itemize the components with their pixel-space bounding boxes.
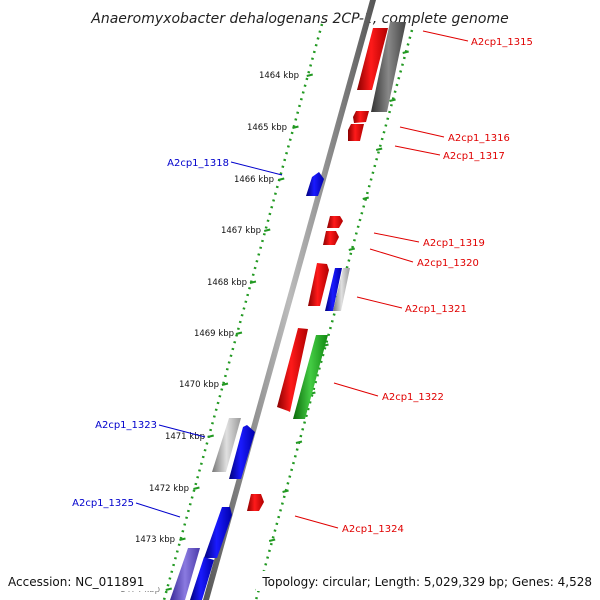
- gene-label-a2cp1-1315[interactable]: A2cp1_1315: [471, 37, 533, 48]
- tick-label: 1470 kbp: [179, 380, 219, 390]
- leader-line: [394, 145, 441, 156]
- gene-feature-a2cp1-1321[interactable]: [308, 263, 329, 306]
- gene-label-a2cp1-1318[interactable]: A2cp1_1318: [167, 158, 229, 169]
- topology-label: Topology: circular; Length: 5,029,329 bp…: [261, 575, 592, 589]
- footer-right-bg: [256, 571, 596, 591]
- tick-label: 1469 kbp: [194, 329, 234, 339]
- gene-feature-a2cp1-1324[interactable]: [247, 494, 264, 511]
- tick-label: 1467 kbp: [221, 226, 261, 236]
- scale-tick: [277, 177, 285, 181]
- gene-feature-blue-bottom[interactable]: [190, 557, 214, 600]
- gene-label-a2cp1-1323[interactable]: A2cp1_1323: [95, 420, 157, 431]
- leader-line: [356, 296, 403, 309]
- leader-line: [373, 232, 420, 243]
- gene-feature-a2cp1-1315[interactable]: [357, 28, 388, 90]
- scale-tick: [348, 247, 356, 251]
- gene-feature-purple[interactable]: [170, 548, 200, 600]
- gene-labels-left: A2cp1_1318 A2cp1_1323 A2cp1_1325: [72, 158, 283, 518]
- scale-tick: [402, 50, 409, 54]
- gene-label-a2cp1-1316[interactable]: A2cp1_1316: [448, 133, 510, 144]
- tick-label: 1472 kbp: [149, 484, 189, 494]
- gene-feature-a2cp1-1320[interactable]: [323, 231, 339, 245]
- scale-tick: [295, 440, 303, 444]
- tick-label: 1465 kbp: [247, 123, 287, 133]
- scale-tick: [306, 73, 313, 77]
- scale-tick: [207, 434, 214, 438]
- gene-label-a2cp1-1317[interactable]: A2cp1_1317: [443, 151, 505, 162]
- gene-feature-pseudo-1[interactable]: [371, 22, 406, 112]
- scale-tick: [282, 489, 289, 493]
- map-title: Anaeromyxobacter dehalogenans 2CP-1, com…: [90, 11, 508, 27]
- scale-tick: [179, 537, 186, 541]
- gene-label-a2cp1-1324[interactable]: A2cp1_1324: [342, 524, 404, 535]
- tick-label: 1468 kbp: [207, 278, 247, 288]
- tick-label: 1473 kbp: [135, 535, 175, 545]
- leader-line: [158, 424, 206, 438]
- gene-feature-a2cp1-1318[interactable]: [306, 172, 324, 196]
- leader-line: [369, 248, 414, 263]
- gene-label-a2cp1-1325[interactable]: A2cp1_1325: [72, 498, 134, 509]
- gene-feature-a2cp1-1323[interactable]: [229, 425, 255, 479]
- gene-feature-grey-1[interactable]: [333, 268, 350, 311]
- scale-tick: [249, 280, 257, 284]
- scale-tick: [362, 196, 369, 200]
- gene-labels-right: A2cp1_1315 A2cp1_1316 A2cp1_1317 A2cp1_1…: [294, 30, 533, 535]
- tick-labels: 1464 kbp 1465 kbp 1466 kbp 1467 kbp 1468…: [120, 71, 299, 595]
- scale-tick: [165, 587, 172, 591]
- scale-dots: [162, 23, 324, 600]
- gene-feature-grey-2[interactable]: [212, 418, 241, 472]
- leader-line: [399, 126, 445, 138]
- scale-tick: [389, 98, 396, 102]
- scale-track-left: [162, 23, 324, 600]
- gene-feature-a2cp1-1317[interactable]: [348, 124, 364, 141]
- scale-tick: [292, 125, 299, 129]
- scale-tick: [375, 147, 383, 151]
- tick-label: 1466 kbp: [234, 175, 274, 185]
- gene-feature-a2cp1-1319[interactable]: [327, 216, 343, 228]
- scale-tick: [235, 331, 243, 335]
- gene-label-a2cp1-1321[interactable]: A2cp1_1321: [405, 304, 467, 315]
- leader-line: [294, 515, 339, 529]
- scale-tick: [263, 228, 271, 232]
- gene-feature-navy[interactable]: [325, 268, 342, 311]
- leader-line: [230, 161, 283, 176]
- gene-feature-rna[interactable]: [293, 335, 328, 419]
- tick-label: 1471 kbp: [165, 432, 205, 442]
- gene-features: [170, 22, 406, 600]
- tick-label: 1464 kbp: [259, 71, 299, 81]
- leader-line: [422, 30, 469, 42]
- gene-label-a2cp1-1319[interactable]: A2cp1_1319: [423, 238, 485, 249]
- gene-feature-a2cp1-1322[interactable]: [277, 328, 308, 412]
- scale-dots: [254, 29, 414, 600]
- leader-line: [333, 382, 379, 397]
- scale-tick: [268, 538, 276, 542]
- footer-left-bg: [2, 571, 158, 591]
- gene-label-a2cp1-1320[interactable]: A2cp1_1320: [417, 258, 479, 269]
- gene-feature-a2cp1-1316[interactable]: [353, 111, 369, 123]
- scale-tick: [221, 382, 229, 386]
- leader-line: [135, 502, 181, 518]
- accession-label: Accession: NC_011891: [8, 575, 144, 589]
- scale-tick: [193, 486, 200, 490]
- gene-feature-a2cp1-1325[interactable]: [204, 507, 232, 558]
- scale-track-right: [254, 29, 414, 600]
- gene-label-a2cp1-1322[interactable]: A2cp1_1322: [382, 392, 444, 403]
